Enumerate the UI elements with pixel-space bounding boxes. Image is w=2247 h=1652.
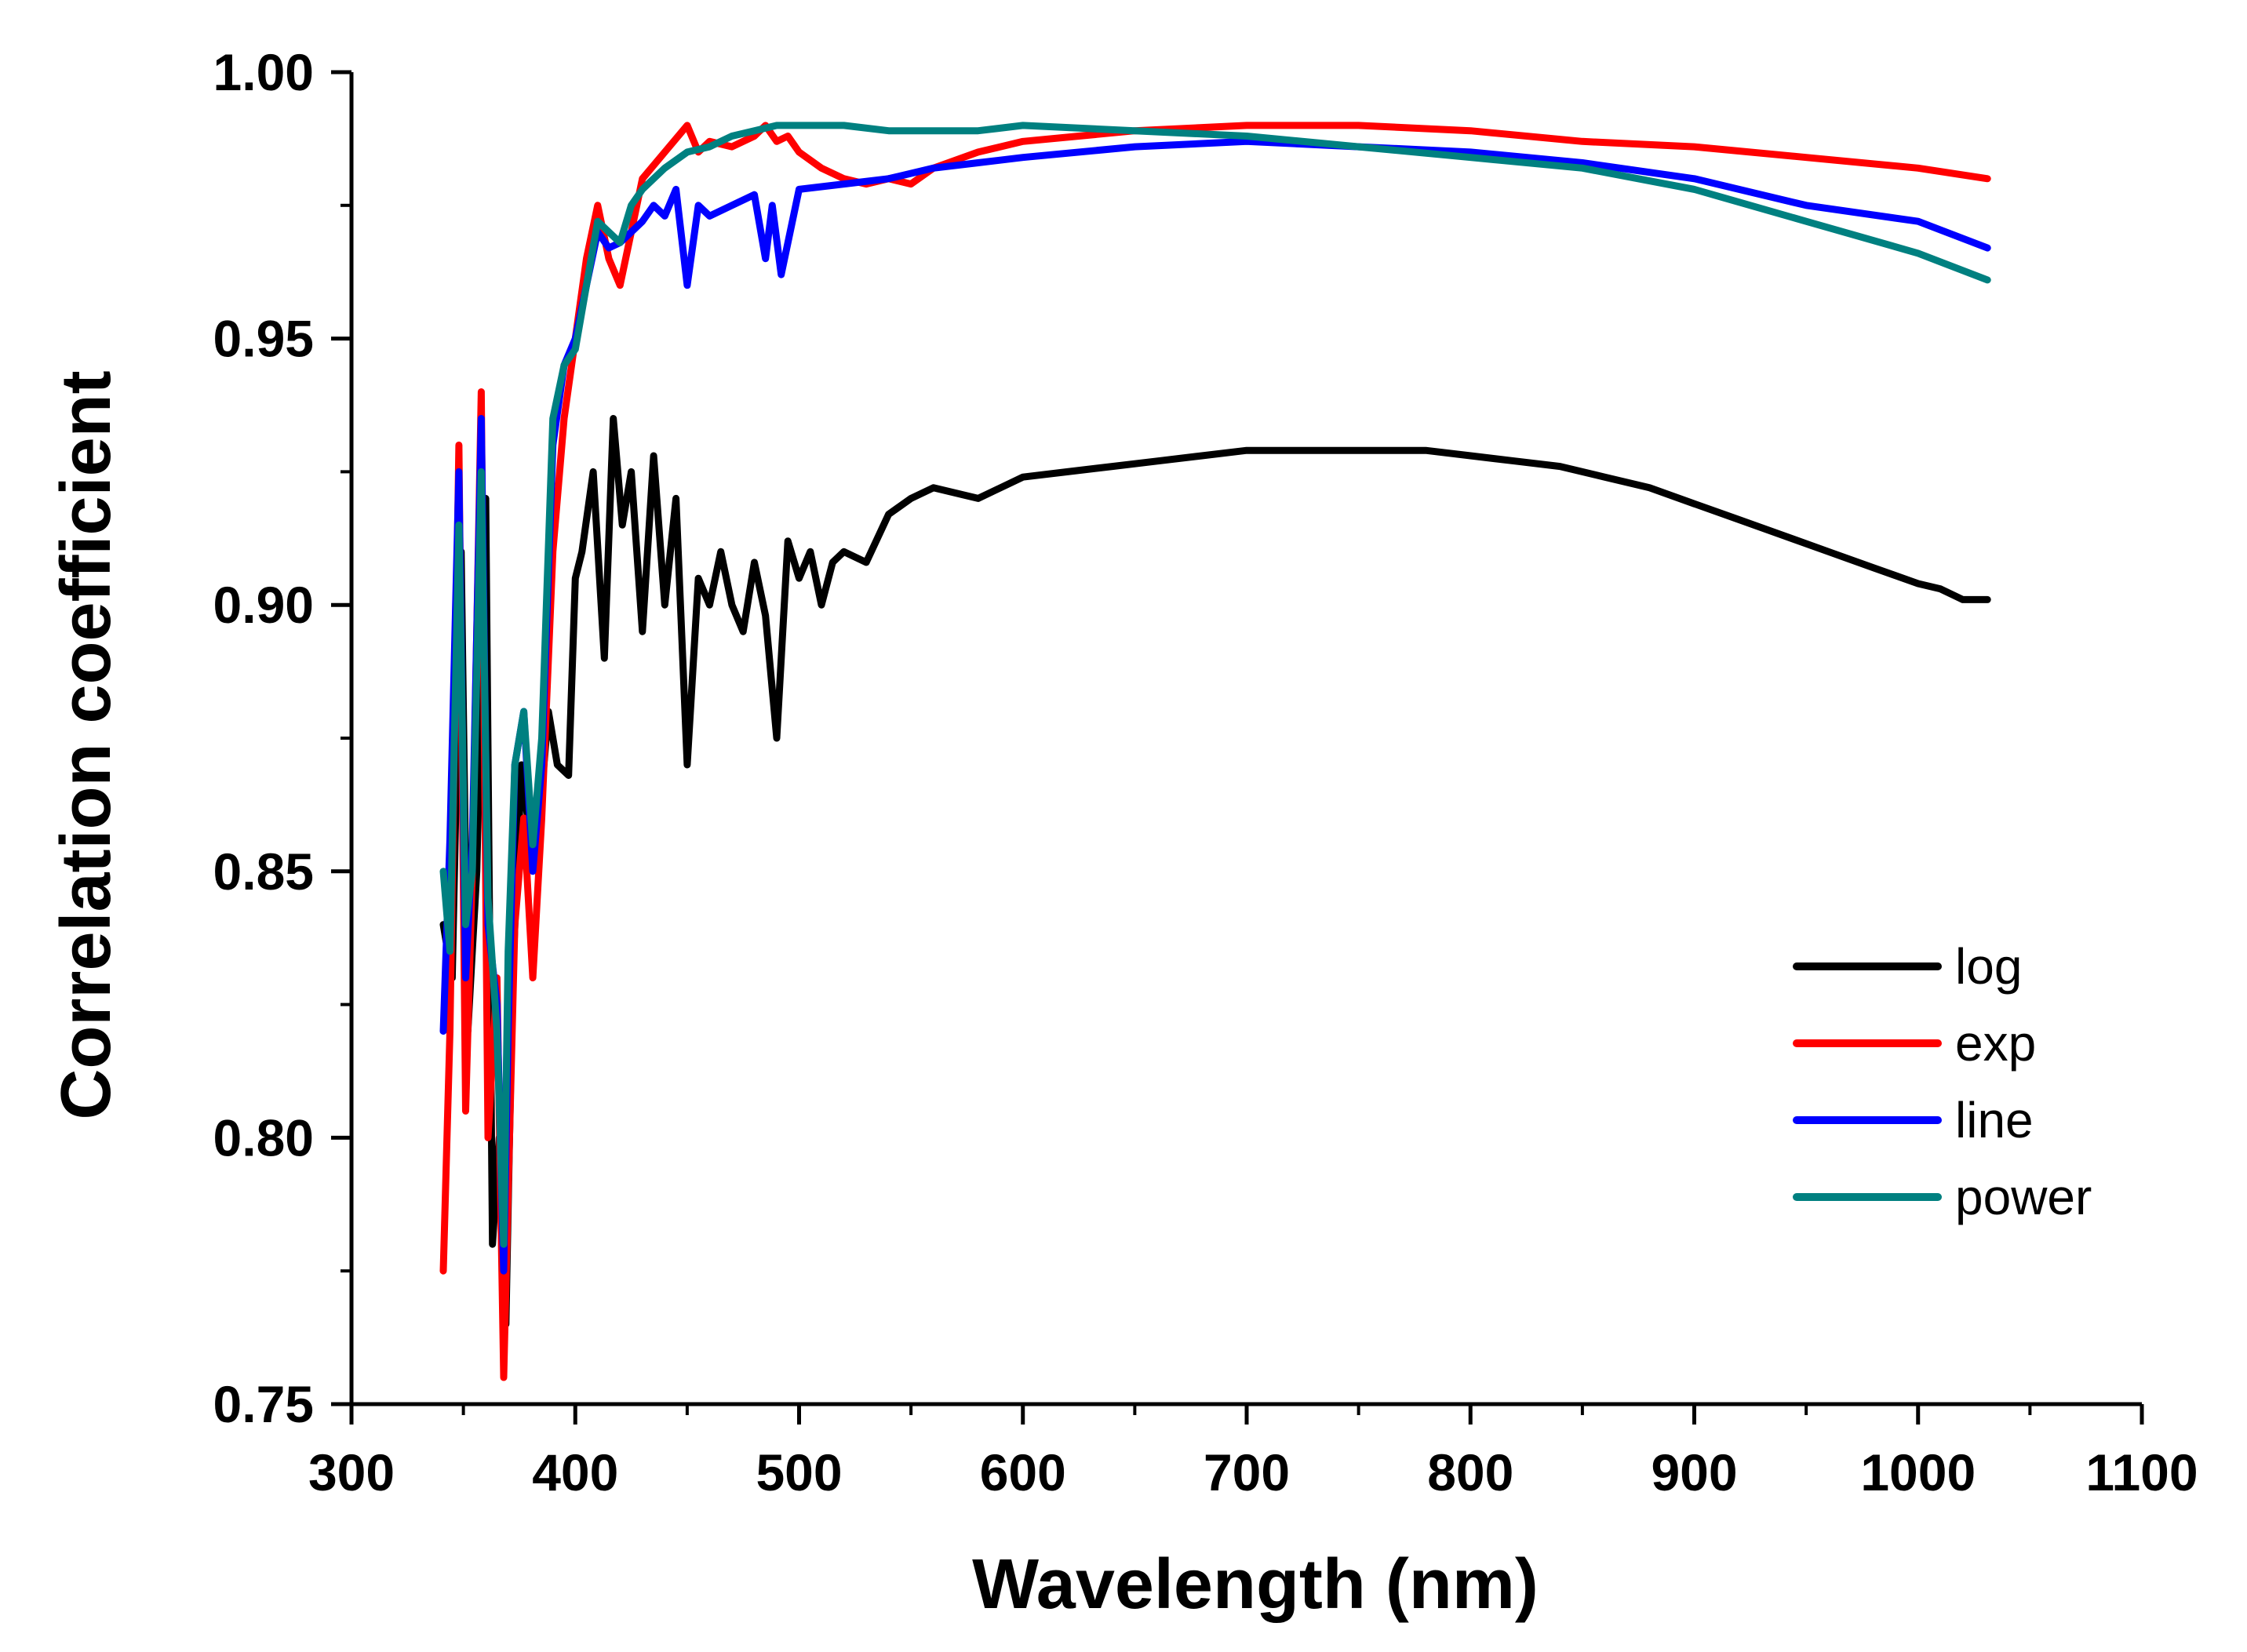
x-tick-label: 500: [756, 1443, 842, 1501]
legend: log exp line power: [1793, 938, 2092, 1225]
legend-label-power: power: [1955, 1169, 2092, 1225]
x-tick-label: 700: [1204, 1443, 1290, 1501]
x-tick-label: 400: [532, 1443, 618, 1501]
legend-label-log: log: [1955, 938, 2022, 995]
x-tick-label: 1000: [1860, 1443, 1976, 1501]
y-tick-label: 0.90: [213, 576, 314, 634]
x-tick-label: 300: [308, 1443, 395, 1501]
y-tick-label: 0.95: [213, 310, 314, 368]
x-tick-label: 800: [1427, 1443, 1513, 1501]
y-tick-label: 0.85: [213, 842, 314, 901]
y-tick-label: 0.80: [213, 1108, 314, 1166]
y-axis-title: Correlation coefficient: [47, 370, 126, 1119]
x-tick-label: 1100: [2085, 1443, 2198, 1501]
series-layer: [439, 122, 1991, 1381]
x-tick-label: 600: [980, 1443, 1066, 1501]
legend-label-exp: exp: [1955, 1015, 2036, 1072]
x-axis-title: Wavelength (nm): [972, 1545, 1539, 1624]
y-tick-label: 0.75: [213, 1375, 314, 1433]
legend-label-line: line: [1955, 1092, 2034, 1148]
axes-layer: 300 400 500 600 700 800 900 1000 1100 0.75 0.80 0.8…: [213, 43, 2198, 1501]
series-line-line: [439, 137, 1991, 1275]
y-tick-label: 1.00: [213, 43, 314, 101]
x-tick-label: 900: [1651, 1443, 1737, 1501]
series-line-power: [439, 122, 1991, 1248]
